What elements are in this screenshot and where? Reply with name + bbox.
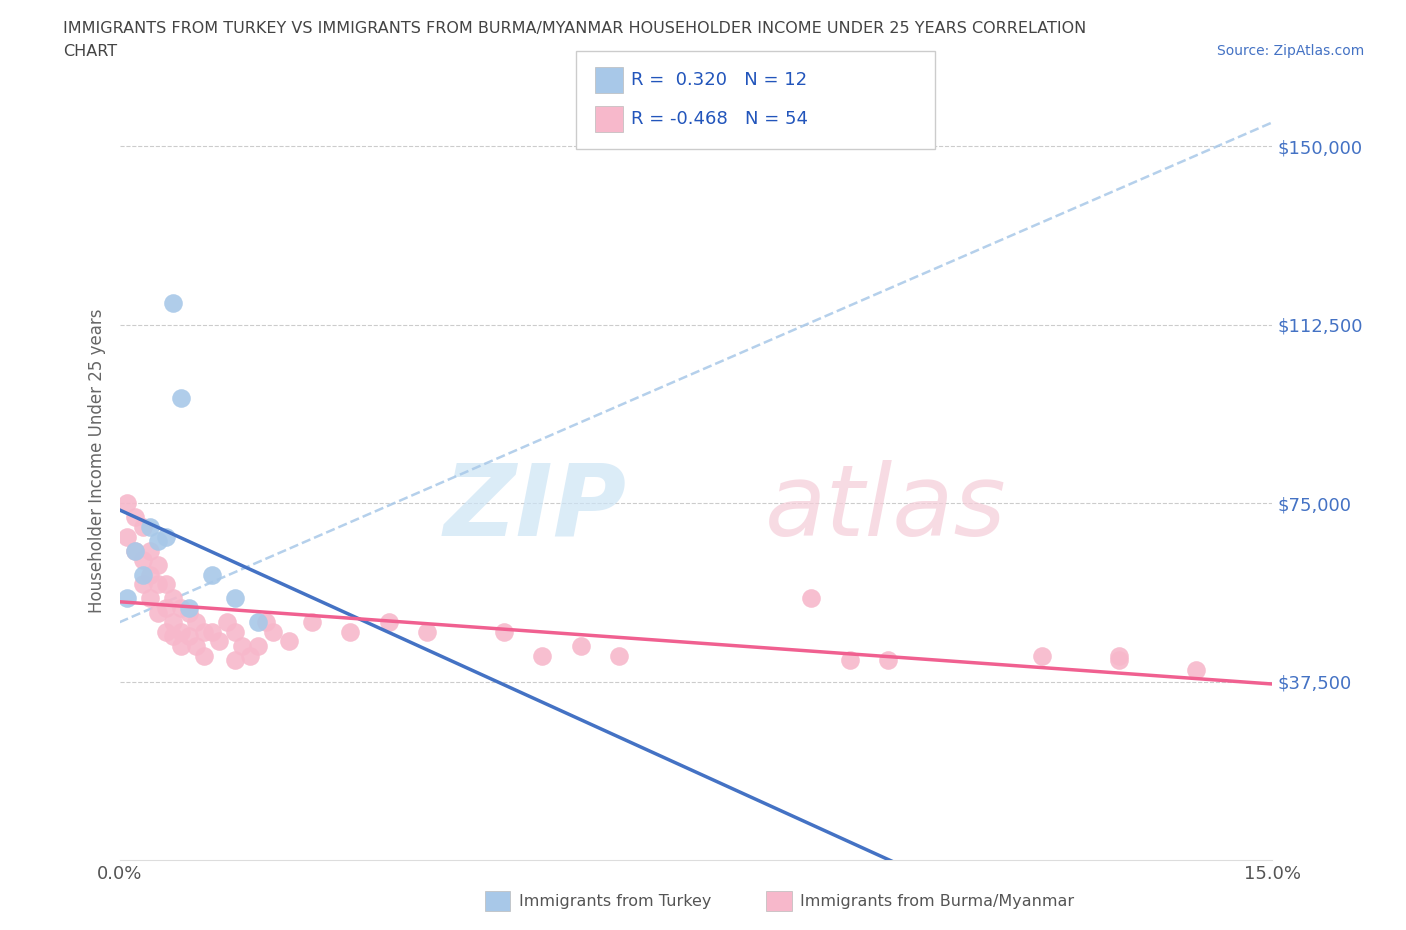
Point [193, 624, 215, 639]
Y-axis label: Householder Income Under 25 years: Householder Income Under 25 years [87, 308, 105, 613]
Point [877, 653, 900, 668]
Point [155, 624, 177, 639]
Point [177, 629, 200, 644]
Point [224, 653, 246, 668]
Point [254, 615, 277, 630]
Point [155, 601, 177, 616]
Point [1108, 653, 1130, 668]
Point [193, 648, 215, 663]
Text: Source: ZipAtlas.com: Source: ZipAtlas.com [1216, 44, 1364, 58]
Point [124, 510, 146, 525]
Point [177, 601, 200, 616]
Point [139, 543, 162, 558]
Point [416, 624, 439, 639]
Point [170, 639, 193, 654]
Point [162, 629, 184, 644]
Point [170, 391, 193, 405]
Point [301, 615, 323, 630]
Point [231, 639, 253, 654]
Point [1031, 648, 1053, 663]
Point [492, 624, 515, 639]
Point [186, 639, 208, 654]
Point [208, 634, 231, 649]
Point [838, 653, 860, 668]
Text: CHART: CHART [63, 44, 117, 59]
Point [162, 615, 184, 630]
Point [155, 577, 177, 591]
Text: Immigrants from Burma/Myanmar: Immigrants from Burma/Myanmar [800, 894, 1074, 909]
Point [186, 615, 208, 630]
Text: R =  0.320   N = 12: R = 0.320 N = 12 [631, 71, 807, 89]
Point [607, 648, 630, 663]
Point [115, 591, 138, 605]
Text: Immigrants from Turkey: Immigrants from Turkey [519, 894, 711, 909]
Point [131, 520, 153, 535]
Point [170, 624, 193, 639]
Point [262, 624, 284, 639]
Point [124, 543, 146, 558]
Point [224, 624, 246, 639]
Point [146, 534, 169, 549]
Point [162, 591, 184, 605]
Point [246, 615, 269, 630]
Point [131, 577, 153, 591]
Point [217, 615, 239, 630]
Point [1184, 662, 1206, 677]
Point [139, 591, 162, 605]
Point [131, 567, 153, 582]
Point [170, 601, 193, 616]
Text: R = -0.468   N = 54: R = -0.468 N = 54 [631, 110, 808, 128]
Point [377, 615, 399, 630]
Point [239, 648, 262, 663]
Point [246, 639, 269, 654]
Point [531, 648, 554, 663]
Point [146, 577, 169, 591]
Point [224, 591, 246, 605]
Point [146, 558, 169, 573]
Point [139, 520, 162, 535]
Point [277, 634, 299, 649]
Point [201, 624, 224, 639]
Point [569, 639, 592, 654]
Point [201, 567, 224, 582]
Point [162, 296, 184, 311]
Point [139, 567, 162, 582]
Point [177, 605, 200, 620]
Point [115, 529, 138, 544]
Point [146, 605, 169, 620]
Point [115, 496, 138, 511]
Text: IMMIGRANTS FROM TURKEY VS IMMIGRANTS FROM BURMA/MYANMAR HOUSEHOLDER INCOME UNDER: IMMIGRANTS FROM TURKEY VS IMMIGRANTS FRO… [63, 21, 1087, 36]
Text: ZIP: ZIP [444, 459, 627, 557]
Point [155, 529, 177, 544]
Point [339, 624, 361, 639]
Point [124, 543, 146, 558]
Point [1108, 648, 1130, 663]
Text: atlas: atlas [765, 459, 1007, 557]
Point [131, 552, 153, 567]
Point [800, 591, 823, 605]
